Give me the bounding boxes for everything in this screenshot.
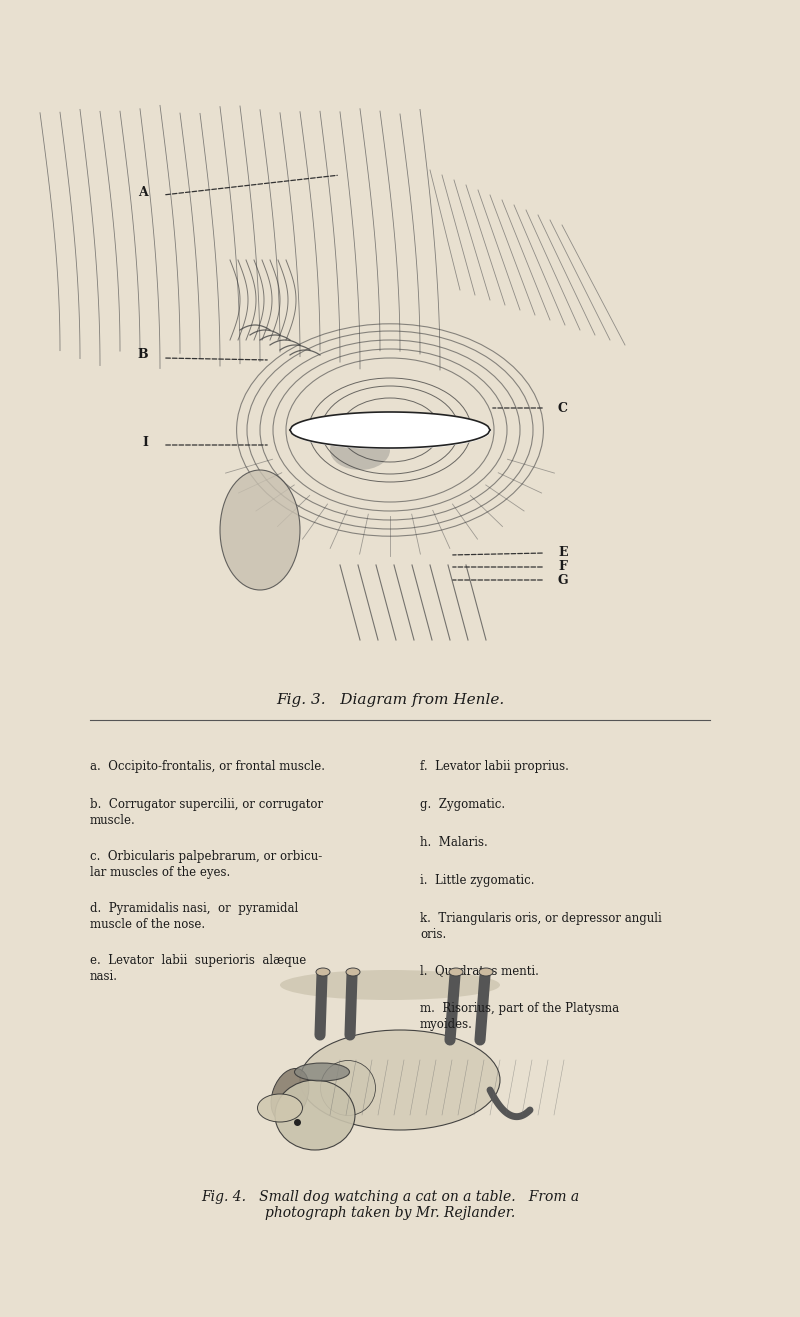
Ellipse shape <box>330 429 390 470</box>
Text: A: A <box>138 186 148 199</box>
Text: i.  Little zygomatic.: i. Little zygomatic. <box>420 874 534 888</box>
Text: k.  Triangularis oris, or depressor anguli: k. Triangularis oris, or depressor angul… <box>420 911 662 925</box>
Text: l.  Quadratus menti.: l. Quadratus menti. <box>420 964 539 977</box>
Text: E: E <box>558 547 567 560</box>
Text: G: G <box>558 573 569 586</box>
Ellipse shape <box>300 1030 500 1130</box>
Text: muscle.: muscle. <box>90 814 136 827</box>
Text: C: C <box>558 402 568 415</box>
Text: g.  Zygomatic.: g. Zygomatic. <box>420 798 505 811</box>
Ellipse shape <box>271 1068 309 1122</box>
Text: h.  Malaris.: h. Malaris. <box>420 836 488 849</box>
Text: a.  Occipito-frontalis, or frontal muscle.: a. Occipito-frontalis, or frontal muscle… <box>90 760 325 773</box>
Ellipse shape <box>449 968 463 976</box>
Ellipse shape <box>220 470 300 590</box>
Text: d.  Pyramidalis nasi,  or  pyramidal: d. Pyramidalis nasi, or pyramidal <box>90 902 298 915</box>
Text: I: I <box>142 436 148 449</box>
Text: nasi.: nasi. <box>90 971 118 982</box>
Text: Fig. 3.   Diagram from Henle.: Fig. 3. Diagram from Henle. <box>276 693 504 707</box>
Text: e.  Levator  labii  superioris  alæque: e. Levator labii superioris alæque <box>90 954 306 967</box>
Ellipse shape <box>294 1063 350 1081</box>
Text: f.  Levator labii proprius.: f. Levator labii proprius. <box>420 760 569 773</box>
Ellipse shape <box>346 968 360 976</box>
Ellipse shape <box>275 1080 355 1150</box>
Text: oris.: oris. <box>420 928 446 942</box>
Ellipse shape <box>280 971 500 1000</box>
Text: B: B <box>138 349 148 361</box>
Text: F: F <box>558 561 567 573</box>
Text: m.  Risorius, part of the Platysma: m. Risorius, part of the Platysma <box>420 1002 619 1015</box>
Ellipse shape <box>479 968 493 976</box>
Ellipse shape <box>321 1060 375 1115</box>
Text: myoides.: myoides. <box>420 1018 473 1031</box>
Text: Fig. 4.   Small dog watching a cat on a table.   From a
photograph taken by Mr. : Fig. 4. Small dog watching a cat on a ta… <box>201 1191 579 1220</box>
Text: b.  Corrugator supercilii, or corrugator: b. Corrugator supercilii, or corrugator <box>90 798 323 811</box>
Text: muscle of the nose.: muscle of the nose. <box>90 918 205 931</box>
Text: c.  Orbicularis palpebrarum, or orbicu-: c. Orbicularis palpebrarum, or orbicu- <box>90 849 322 863</box>
Ellipse shape <box>258 1094 302 1122</box>
Text: lar muscles of the eyes.: lar muscles of the eyes. <box>90 867 230 878</box>
Ellipse shape <box>316 968 330 976</box>
